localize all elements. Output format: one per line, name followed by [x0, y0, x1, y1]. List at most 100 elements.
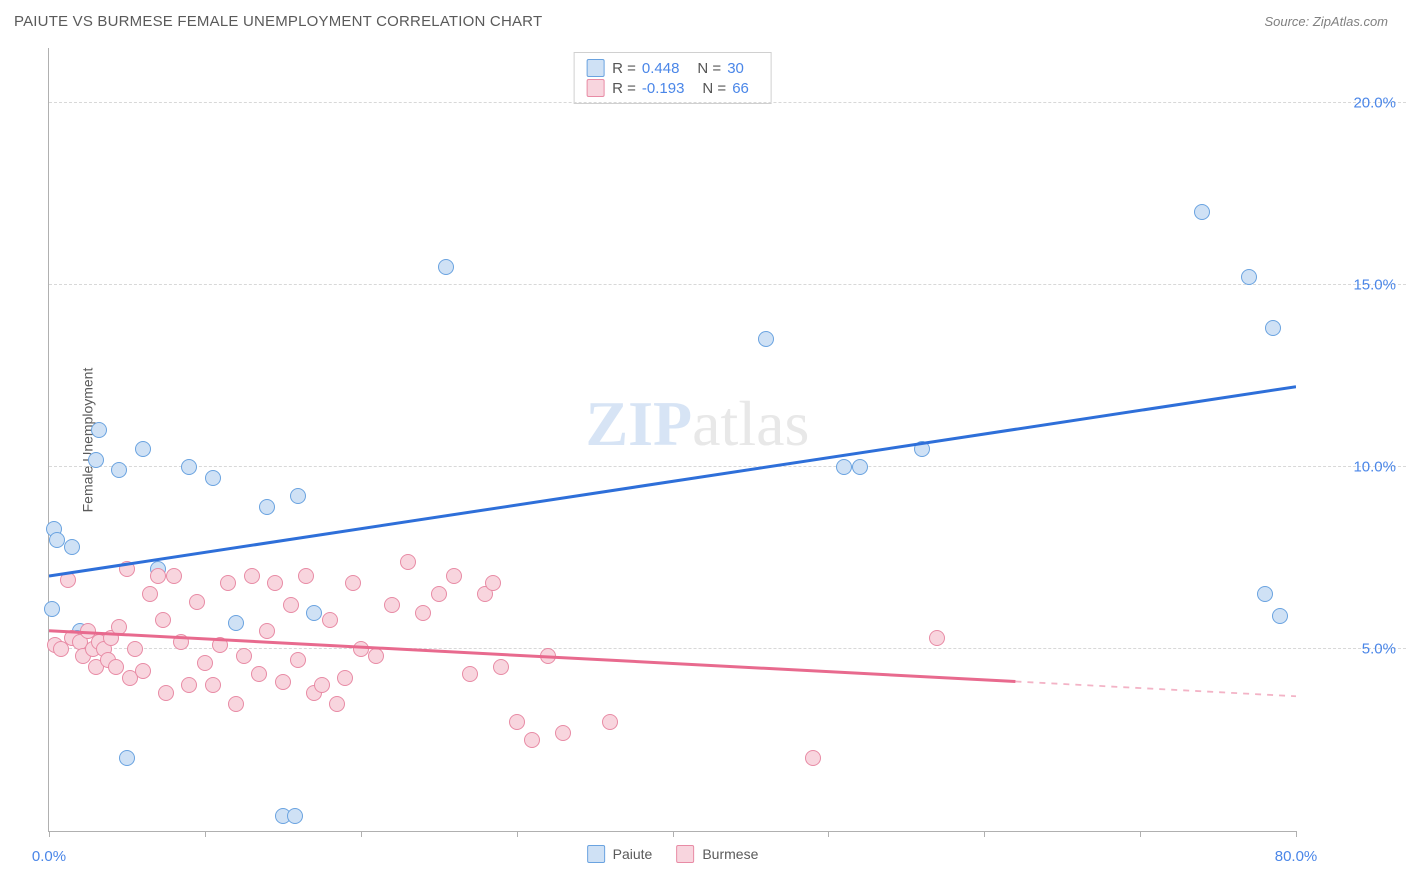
data-point: [805, 750, 821, 766]
data-point: [220, 575, 236, 591]
data-point: [314, 677, 330, 693]
data-point: [259, 499, 275, 515]
data-point: [267, 575, 283, 591]
data-point: [290, 488, 306, 504]
data-point: [49, 532, 65, 548]
y-axis-title: Female Unemployment: [79, 367, 95, 512]
data-point: [524, 732, 540, 748]
data-point: [111, 462, 127, 478]
chart-title: PAIUTE VS BURMESE FEMALE UNEMPLOYMENT CO…: [14, 13, 542, 30]
data-point: [60, 572, 76, 588]
data-point: [181, 459, 197, 475]
data-point: [251, 666, 267, 682]
data-point: [1241, 269, 1257, 285]
r-label: R =: [612, 60, 636, 77]
x-tick-label: 0.0%: [32, 848, 66, 865]
data-point: [1272, 608, 1288, 624]
data-point: [287, 808, 303, 824]
x-tick: [361, 831, 362, 837]
data-point: [88, 452, 104, 468]
data-point: [298, 568, 314, 584]
data-point: [197, 655, 213, 671]
x-tick-label: 80.0%: [1275, 848, 1318, 865]
data-point: [345, 575, 361, 591]
legend-swatch: [586, 59, 604, 77]
y-tick-label: 10.0%: [1306, 458, 1396, 475]
data-point: [1194, 204, 1210, 220]
data-point: [119, 750, 135, 766]
y-tick-label: 5.0%: [1306, 640, 1396, 657]
data-point: [929, 630, 945, 646]
n-label: N =: [697, 60, 721, 77]
data-point: [368, 648, 384, 664]
legend-swatch: [587, 845, 605, 863]
legend-item: Paiute: [587, 845, 653, 863]
source-attribution: Source: ZipAtlas.com: [1264, 14, 1388, 29]
data-point: [111, 619, 127, 635]
data-point: [212, 637, 228, 653]
n-label: N =: [702, 80, 726, 97]
x-tick: [828, 831, 829, 837]
y-tick-label: 15.0%: [1306, 276, 1396, 293]
data-point: [91, 422, 107, 438]
data-point: [493, 659, 509, 675]
data-point: [337, 670, 353, 686]
x-tick: [205, 831, 206, 837]
legend-item: Burmese: [676, 845, 758, 863]
n-value: 30: [727, 60, 744, 77]
data-point: [236, 648, 252, 664]
data-point: [914, 441, 930, 457]
legend-row: R =0.448N =30: [586, 58, 759, 78]
data-point: [509, 714, 525, 730]
legend-correlation: R =0.448N =30R =-0.193N =66: [573, 52, 772, 104]
x-tick: [1140, 831, 1141, 837]
data-point: [64, 539, 80, 555]
data-point: [119, 561, 135, 577]
data-point: [283, 597, 299, 613]
data-point: [322, 612, 338, 628]
r-value: -0.193: [642, 80, 685, 97]
trend-lines: [49, 48, 1296, 831]
legend-series: Paiute Burmese: [587, 845, 759, 863]
watermark-atlas: atlas: [692, 388, 809, 459]
data-point: [438, 259, 454, 275]
gridline: [49, 466, 1406, 467]
data-point: [166, 568, 182, 584]
data-point: [485, 575, 501, 591]
data-point: [836, 459, 852, 475]
data-point: [290, 652, 306, 668]
x-tick: [1296, 831, 1297, 837]
data-point: [189, 594, 205, 610]
data-point: [108, 659, 124, 675]
data-point: [1257, 586, 1273, 602]
n-value: 66: [732, 80, 749, 97]
data-point: [602, 714, 618, 730]
legend-label: Burmese: [702, 846, 758, 862]
r-label: R =: [612, 80, 636, 97]
data-point: [329, 696, 345, 712]
data-point: [181, 677, 197, 693]
x-tick: [984, 831, 985, 837]
data-point: [127, 641, 143, 657]
gridline: [49, 284, 1406, 285]
data-point: [244, 568, 260, 584]
data-point: [852, 459, 868, 475]
data-point: [228, 615, 244, 631]
data-point: [155, 612, 171, 628]
data-point: [462, 666, 478, 682]
gridline: [49, 648, 1406, 649]
y-tick-label: 20.0%: [1306, 94, 1396, 111]
data-point: [205, 677, 221, 693]
x-tick: [673, 831, 674, 837]
data-point: [158, 685, 174, 701]
legend-row: R = -0.193 N = 66: [586, 78, 759, 98]
data-point: [353, 641, 369, 657]
data-point: [259, 623, 275, 639]
data-point: [384, 597, 400, 613]
data-point: [135, 663, 151, 679]
data-point: [275, 674, 291, 690]
data-point: [758, 331, 774, 347]
plot-area: Female Unemployment ZIPatlas R =0.448N =…: [48, 48, 1296, 832]
data-point: [446, 568, 462, 584]
legend-label: Paiute: [613, 846, 653, 862]
